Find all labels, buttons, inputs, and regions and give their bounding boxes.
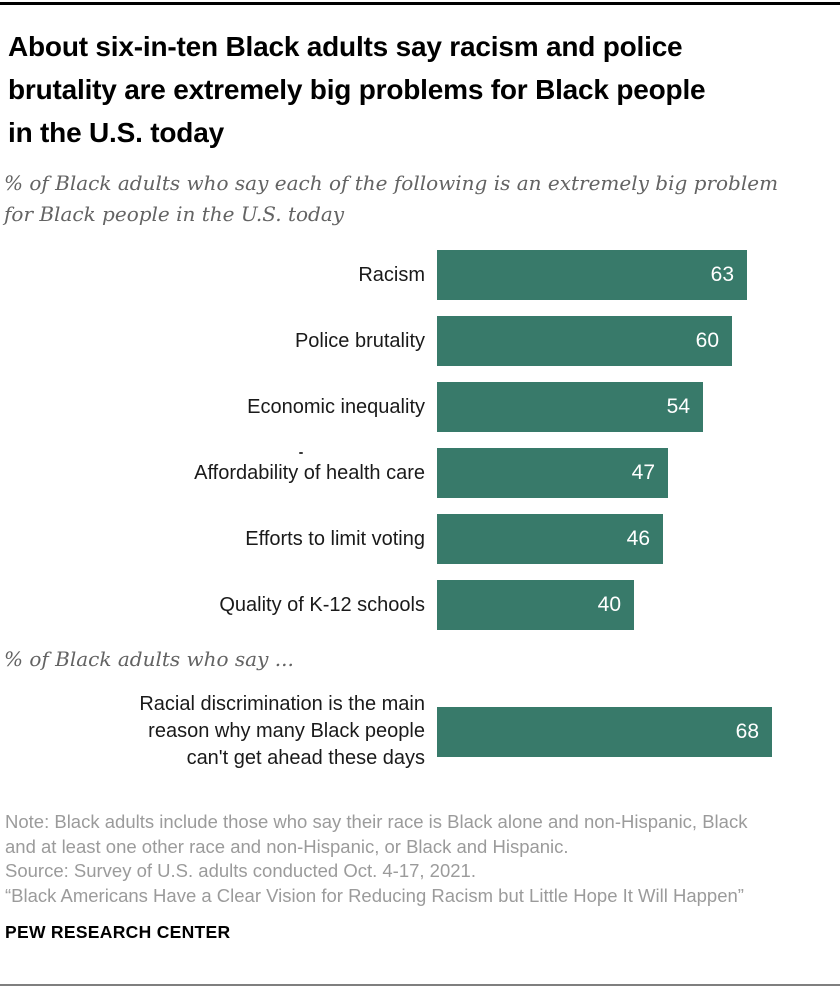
stray-mark bbox=[299, 452, 303, 454]
bar: 40 bbox=[437, 580, 634, 630]
bar: 68 bbox=[437, 706, 772, 757]
note-text: Note: Black adults include those who say… bbox=[5, 811, 748, 857]
bar-track: 63 bbox=[437, 250, 840, 300]
bar-row: Economic inequality 54 bbox=[0, 382, 840, 432]
chart-subtitle: % of Black adults who say each of the fo… bbox=[4, 171, 779, 226]
section-two-label: % of Black adults who say ... bbox=[4, 647, 294, 671]
bottom-rule bbox=[0, 984, 840, 986]
bar-track: 68 bbox=[437, 706, 840, 757]
source-text: Source: Survey of U.S. adults conducted … bbox=[5, 860, 476, 881]
category-label: Racism bbox=[358, 263, 425, 286]
bar-row: Racial discrimination is the main reason… bbox=[0, 691, 840, 772]
bar-row: Affordability of health care 47 bbox=[0, 448, 840, 498]
bar-row: Racism 63 bbox=[0, 250, 840, 300]
bar-track: 40 bbox=[437, 580, 840, 630]
bar-track: 47 bbox=[437, 448, 840, 498]
value-label: 63 bbox=[710, 263, 734, 286]
report-title-text: “Black Americans Have a Clear Vision for… bbox=[5, 884, 744, 906]
value-label: 47 bbox=[631, 461, 655, 484]
bar-track: 46 bbox=[437, 514, 840, 564]
value-label: 68 bbox=[735, 719, 759, 743]
chart-title: About six-in-ten Black adults say racism… bbox=[8, 31, 706, 148]
pew-research-center-wordmark: PEW RESEARCH CENTER bbox=[5, 922, 231, 942]
category-label: Efforts to limit voting bbox=[245, 527, 425, 550]
bar-track: 60 bbox=[437, 316, 840, 366]
value-label: 60 bbox=[695, 329, 719, 352]
bar-row: Efforts to limit voting 46 bbox=[0, 514, 840, 564]
category-label: Affordability of health care bbox=[194, 461, 425, 484]
bar: 54 bbox=[437, 382, 703, 432]
bar: 63 bbox=[437, 250, 747, 300]
bar-row: Police brutality 60 bbox=[0, 316, 840, 366]
footnote-block: Note: Black adults include those who say… bbox=[5, 810, 830, 908]
category-label: Racial discrimination is the main reason… bbox=[139, 693, 425, 769]
bar: 47 bbox=[437, 448, 668, 498]
bar-row: Quality of K-12 schools 40 bbox=[0, 580, 840, 630]
category-label: Economic inequality bbox=[247, 395, 425, 418]
bar-chart-problems: Racism 63 Police brutality 60 Economic inequ… bbox=[0, 250, 840, 630]
value-label: 54 bbox=[666, 395, 690, 418]
value-label: 46 bbox=[626, 527, 650, 550]
bar: 60 bbox=[437, 316, 732, 366]
top-rule bbox=[0, 2, 840, 5]
bar-track: 54 bbox=[437, 382, 840, 432]
category-label: Police brutality bbox=[294, 329, 425, 352]
category-label: Quality of K-12 schools bbox=[219, 593, 425, 616]
bar-chart-discrimination: Racial discrimination is the main reason… bbox=[0, 691, 840, 772]
bar: 46 bbox=[437, 514, 663, 564]
value-label: 40 bbox=[597, 593, 621, 616]
